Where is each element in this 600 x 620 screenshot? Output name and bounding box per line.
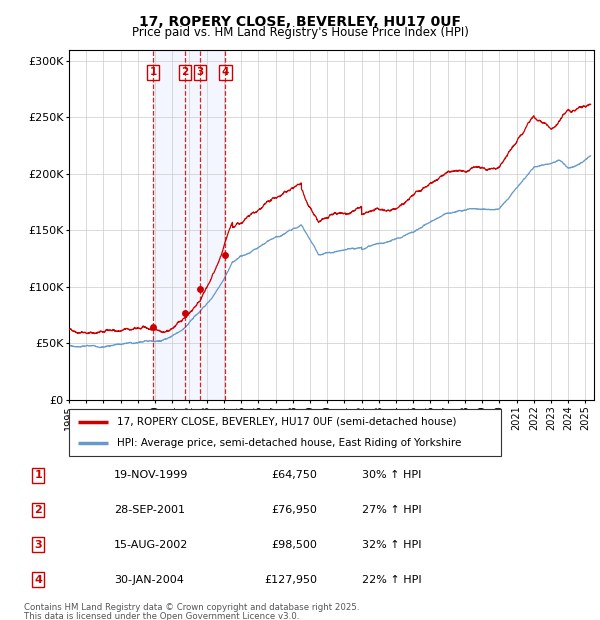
Text: Contains HM Land Registry data © Crown copyright and database right 2025.: Contains HM Land Registry data © Crown c… [24, 603, 359, 612]
Text: 4: 4 [221, 67, 229, 78]
Text: 2: 2 [181, 67, 188, 78]
Text: HPI: Average price, semi-detached house, East Riding of Yorkshire: HPI: Average price, semi-detached house,… [116, 438, 461, 448]
Text: £64,750: £64,750 [271, 470, 317, 480]
Text: £127,950: £127,950 [264, 575, 317, 585]
Text: 30-JAN-2004: 30-JAN-2004 [114, 575, 184, 585]
Text: 30% ↑ HPI: 30% ↑ HPI [362, 470, 422, 480]
Text: 27% ↑ HPI: 27% ↑ HPI [362, 505, 422, 515]
Text: This data is licensed under the Open Government Licence v3.0.: This data is licensed under the Open Gov… [24, 612, 299, 620]
Text: £76,950: £76,950 [271, 505, 317, 515]
Text: 15-AUG-2002: 15-AUG-2002 [114, 540, 188, 550]
Text: Price paid vs. HM Land Registry's House Price Index (HPI): Price paid vs. HM Land Registry's House … [131, 26, 469, 39]
Text: 1: 1 [149, 67, 157, 78]
Text: 1: 1 [34, 470, 42, 480]
Text: 3: 3 [34, 540, 42, 550]
Bar [153, 50, 225, 400]
Text: 3: 3 [197, 67, 204, 78]
Text: 19-NOV-1999: 19-NOV-1999 [114, 470, 188, 480]
Text: 22% ↑ HPI: 22% ↑ HPI [362, 575, 422, 585]
Text: 28-SEP-2001: 28-SEP-2001 [114, 505, 185, 515]
Text: 17, ROPERY CLOSE, BEVERLEY, HU17 0UF (semi-detached house): 17, ROPERY CLOSE, BEVERLEY, HU17 0UF (se… [116, 417, 456, 427]
Text: £98,500: £98,500 [271, 540, 317, 550]
Text: 32% ↑ HPI: 32% ↑ HPI [362, 540, 422, 550]
Text: 17, ROPERY CLOSE, BEVERLEY, HU17 0UF: 17, ROPERY CLOSE, BEVERLEY, HU17 0UF [139, 16, 461, 30]
FancyBboxPatch shape [69, 409, 501, 456]
Text: 4: 4 [34, 575, 42, 585]
Text: 2: 2 [34, 505, 42, 515]
